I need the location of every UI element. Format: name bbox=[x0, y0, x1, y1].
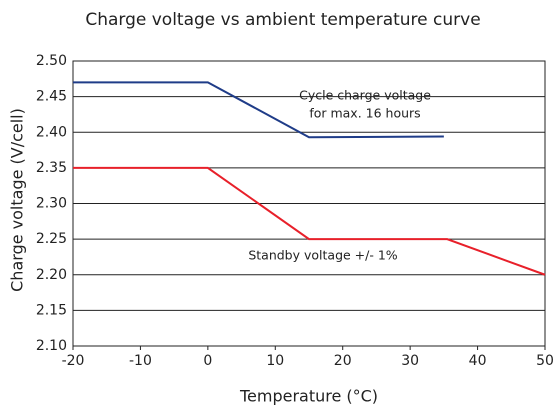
y-tick-label: 2.10 bbox=[36, 338, 67, 354]
y-tick-label: 2.25 bbox=[36, 231, 67, 247]
x-tick-label: -20 bbox=[62, 353, 85, 369]
y-tick-label: 2.50 bbox=[36, 53, 67, 69]
y-tick-label: 2.30 bbox=[36, 196, 67, 212]
y-axis-label: Charge voltage (V/cell) bbox=[8, 108, 27, 292]
x-tick-label: 20 bbox=[334, 353, 352, 369]
y-tick-label: 2.20 bbox=[36, 267, 67, 283]
plot-border bbox=[72, 60, 546, 347]
x-tick-label: 40 bbox=[469, 353, 487, 369]
y-tick-label: 2.40 bbox=[36, 124, 67, 140]
annotation: Cycle charge voltage bbox=[299, 88, 431, 103]
y-tick-label: 2.35 bbox=[36, 160, 67, 176]
x-tick-label: 30 bbox=[401, 353, 419, 369]
annotation: for max. 16 hours bbox=[309, 106, 420, 121]
x-tick-label: 50 bbox=[536, 353, 554, 369]
line-series bbox=[73, 166, 546, 276]
annotation: Standby voltage +/- 1% bbox=[248, 248, 397, 263]
x-tick-label: 10 bbox=[266, 353, 284, 369]
x-axis-label: Temperature (°C) bbox=[239, 387, 378, 406]
x-tick-label: -10 bbox=[129, 353, 152, 369]
x-tick-label: 0 bbox=[203, 353, 212, 369]
chart-title: Charge voltage vs ambient temperature cu… bbox=[85, 10, 480, 30]
y-tick-label: 2.45 bbox=[36, 89, 67, 105]
line-series bbox=[73, 81, 444, 139]
y-tick-label: 2.15 bbox=[36, 302, 67, 318]
